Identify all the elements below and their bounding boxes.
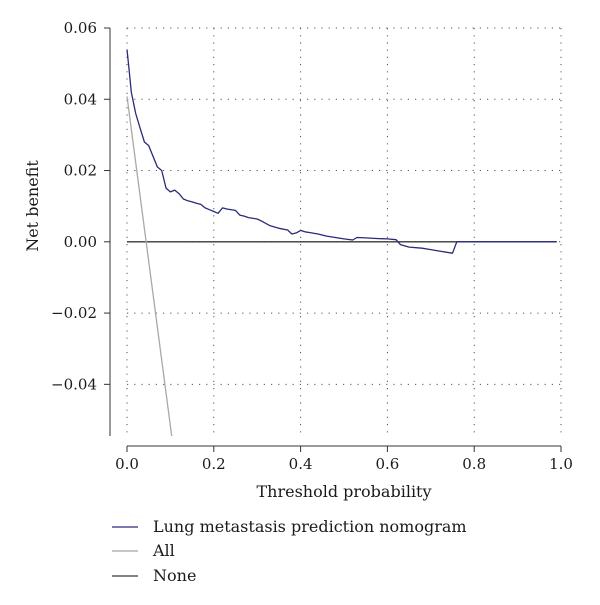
y-tick-label-3: 0.00 — [64, 233, 97, 251]
legend: Lung metastasis prediction nomogram All … — [112, 517, 467, 585]
series-line-nomogram — [126, 49, 557, 254]
x-axis-title: Threshold probability — [256, 482, 431, 501]
x-tick-label-2: 0.4 — [289, 455, 313, 473]
y-tick-label-1: 0.04 — [64, 90, 97, 108]
legend-label-all: All — [152, 541, 175, 560]
x-tick-label-5: 1.0 — [549, 455, 573, 473]
y-tick-label-0: 0.06 — [64, 19, 97, 37]
y-tick-label-5: −0.04 — [51, 375, 97, 393]
x-ticks: 0.0 0.2 0.4 0.6 0.8 1.0 — [115, 446, 573, 473]
y-axis-title: Net benefit — [23, 160, 42, 252]
x-tick-label-1: 0.2 — [202, 455, 226, 473]
legend-label-nomogram: Lung metastasis prediction nomogram — [153, 517, 467, 536]
axes — [109, 28, 561, 447]
y-tick-label-2: 0.02 — [64, 162, 97, 180]
y-tick-label-4: −0.02 — [51, 304, 97, 322]
series-line-all — [126, 96, 173, 437]
x-tick-label-4: 0.8 — [462, 455, 486, 473]
x-tick-label-0: 0.0 — [115, 455, 139, 473]
legend-label-none: None — [153, 566, 196, 585]
grid-lines — [126, 27, 562, 436]
y-ticks: 0.06 0.04 0.02 0.00 −0.02 −0.04 — [51, 19, 110, 393]
x-tick-label-3: 0.6 — [375, 455, 399, 473]
series-lines — [126, 49, 557, 437]
